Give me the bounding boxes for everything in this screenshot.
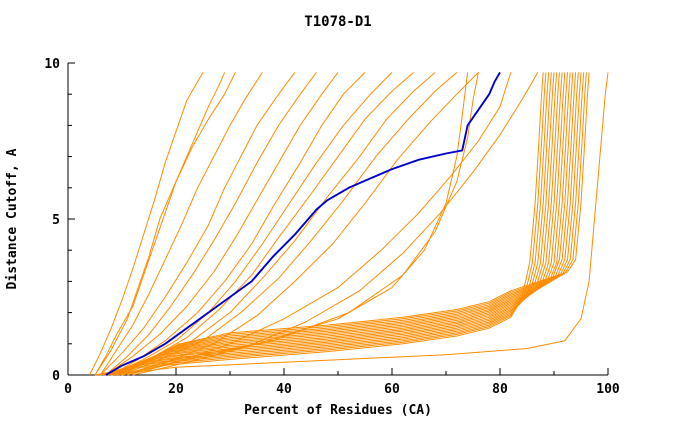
model-curve (107, 72, 566, 376)
y-tick-label: 0 (52, 369, 60, 384)
model-curve (127, 72, 512, 376)
chart-title: T1078-D1 (304, 14, 371, 30)
y-tick-label: 5 (52, 213, 60, 228)
model-curve (105, 72, 339, 376)
model-curve (111, 72, 571, 376)
x-tick-label: 40 (276, 382, 292, 397)
model-curve (89, 72, 204, 376)
x-tick-label: 0 (64, 382, 72, 397)
model-curve (122, 72, 590, 376)
model-curve (98, 72, 550, 376)
model-curve (110, 72, 366, 376)
model-curve (94, 72, 226, 376)
y-axis-label: Distance Cutoff, A (5, 148, 20, 289)
model-curve (104, 72, 560, 376)
y-tick-label: 10 (44, 57, 60, 72)
model-curve (116, 72, 414, 376)
model-curve (106, 72, 563, 376)
x-axis-label: Percent of Residues (CA) (244, 403, 432, 418)
model-curve (119, 72, 585, 376)
model-curve (100, 72, 296, 376)
model-curve (96, 72, 547, 376)
model-curve (115, 72, 579, 376)
x-tick-label: 80 (492, 382, 508, 397)
x-tick-label: 60 (384, 382, 400, 397)
model-curve (117, 72, 582, 376)
model-curve (120, 72, 587, 376)
model-curve (110, 72, 393, 376)
model-curve (99, 72, 552, 376)
model-curve (109, 72, 568, 376)
model-curve (112, 72, 574, 376)
model-curve (99, 72, 263, 376)
model-curve (114, 72, 577, 376)
plot-area: 0 20 40 60 80 100 0 5 10 (44, 57, 620, 397)
model-curve (94, 72, 544, 376)
x-tick-label: 20 (168, 382, 184, 397)
model-curve (102, 72, 558, 376)
x-tick-label: 100 (596, 382, 620, 397)
model-curve (94, 72, 236, 376)
model-curve (105, 72, 317, 376)
highlighted-model-curve (105, 71, 501, 376)
model-curve (111, 72, 609, 376)
model-curve (101, 72, 555, 376)
